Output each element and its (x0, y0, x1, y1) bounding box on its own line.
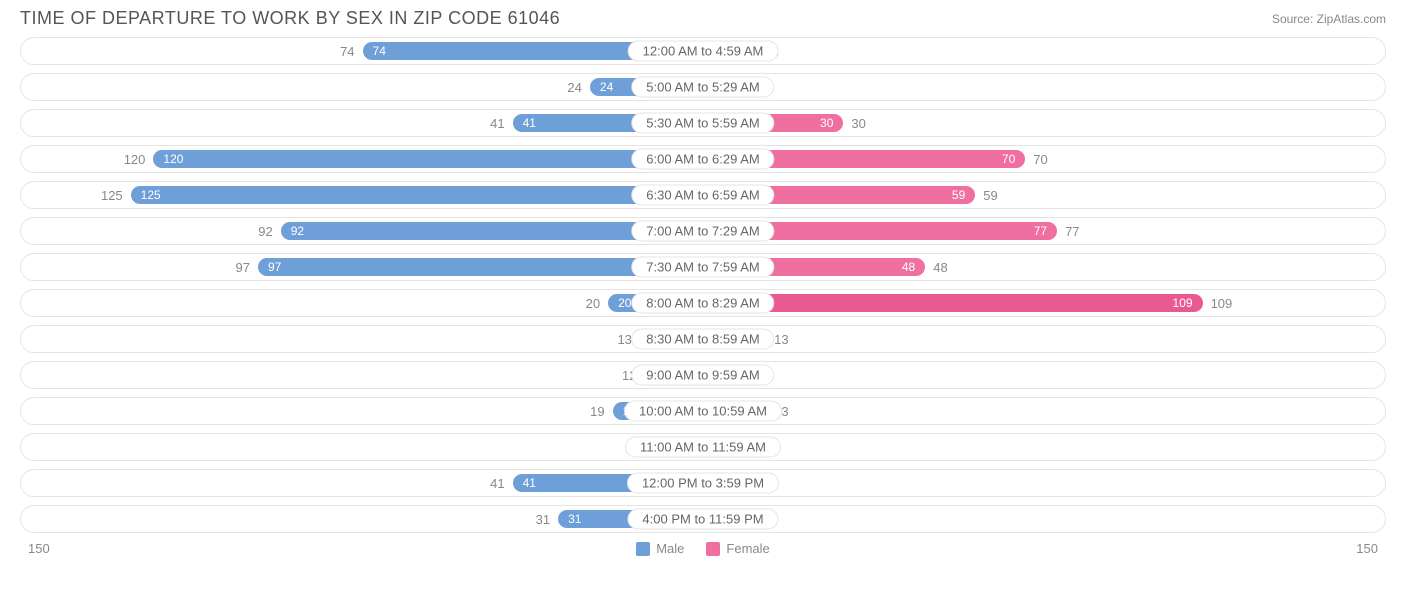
axis-max-left: 150 (28, 541, 50, 556)
chart-row: 2424005:00 AM to 5:29 AM (20, 73, 1386, 101)
time-range-label: 7:30 AM to 7:59 AM (631, 257, 774, 278)
chart-row: 41410012:00 PM to 3:59 PM (20, 469, 1386, 497)
male-bar: 125 (131, 186, 699, 204)
male-bar-value: 24 (600, 80, 613, 94)
time-range-label: 6:30 AM to 6:59 AM (631, 185, 774, 206)
time-range-label: 6:00 AM to 6:29 AM (631, 149, 774, 170)
legend: Male Female (50, 541, 1357, 556)
female-value-label: 59 (983, 188, 997, 203)
male-bar-value: 74 (373, 44, 386, 58)
chart-footer: 150 Male Female 150 (0, 541, 1406, 556)
male-value-label: 92 (258, 224, 272, 239)
axis-max-right: 150 (1356, 541, 1378, 556)
male-bar-value: 41 (523, 476, 536, 490)
female-value-label: 70 (1033, 152, 1047, 167)
male-value-label: 31 (536, 512, 550, 527)
male-value-label: 74 (340, 44, 354, 59)
legend-male-label: Male (656, 541, 684, 556)
time-range-label: 9:00 AM to 9:59 AM (631, 365, 774, 386)
chart-row: 41 41 30 30 5:30 AM to 5:59 AM (20, 109, 1386, 137)
chart-row: 92 92 77 77 7:00 AM to 7:29 AM (20, 217, 1386, 245)
time-range-label: 12:00 PM to 3:59 PM (627, 473, 779, 494)
source-attribution: Source: ZipAtlas.com (1272, 12, 1386, 26)
female-bar-value: 70 (1002, 152, 1015, 166)
female-value-label: 13 (774, 332, 788, 347)
chart-row: 3131774:00 PM to 11:59 PM (20, 505, 1386, 533)
time-range-label: 8:00 AM to 8:29 AM (631, 293, 774, 314)
male-bar: 120 (153, 150, 699, 168)
female-bar: 109 (707, 294, 1203, 312)
chart-row: 1919131310:00 AM to 10:59 AM (20, 397, 1386, 425)
female-value-label: 77 (1065, 224, 1079, 239)
male-bar-value: 97 (268, 260, 281, 274)
chart-row: 131313138:30 AM to 8:59 AM (20, 325, 1386, 353)
legend-male: Male (636, 541, 684, 556)
time-range-label: 5:00 AM to 5:29 AM (631, 77, 774, 98)
time-range-label: 12:00 AM to 4:59 AM (628, 41, 779, 62)
legend-female: Female (706, 541, 769, 556)
male-value-label: 41 (490, 116, 504, 131)
chart-title: TIME OF DEPARTURE TO WORK BY SEX IN ZIP … (20, 8, 560, 29)
chart-row: 7474111112:00 AM to 4:59 AM (20, 37, 1386, 65)
time-range-label: 5:30 AM to 5:59 AM (631, 113, 774, 134)
male-bar-value: 31 (568, 512, 581, 526)
chart-row: 97 97 48 48 7:30 AM to 7:59 AM (20, 253, 1386, 281)
chart-row: 20 20 109 109 8:00 AM to 8:29 AM (20, 289, 1386, 317)
female-bar-value: 109 (1173, 296, 1193, 310)
male-value-label: 120 (124, 152, 146, 167)
male-value-label: 97 (236, 260, 250, 275)
male-value-label: 24 (567, 80, 581, 95)
male-bar-value: 41 (523, 116, 536, 130)
female-bar-value: 77 (1034, 224, 1047, 238)
time-range-label: 11:00 AM to 11:59 AM (625, 437, 781, 458)
legend-female-label: Female (726, 541, 769, 556)
time-range-label: 4:00 PM to 11:59 PM (627, 509, 778, 530)
time-range-label: 7:00 AM to 7:29 AM (631, 221, 774, 242)
male-value-label: 41 (490, 476, 504, 491)
male-value-label: 125 (101, 188, 123, 203)
chart-area: 7474111112:00 AM to 4:59 AM2424005:00 AM… (0, 33, 1406, 533)
male-value-label: 19 (590, 404, 604, 419)
female-value-label: 109 (1211, 296, 1233, 311)
female-bar-value: 48 (902, 260, 915, 274)
chart-row: 120 120 70 70 6:00 AM to 6:29 AM (20, 145, 1386, 173)
male-value-label: 20 (586, 296, 600, 311)
female-value-label: 30 (851, 116, 865, 131)
time-range-label: 8:30 AM to 8:59 AM (631, 329, 774, 350)
female-value-label: 48 (933, 260, 947, 275)
legend-female-swatch (706, 542, 720, 556)
legend-male-swatch (636, 542, 650, 556)
chart-row: 000011:00 AM to 11:59 AM (20, 433, 1386, 461)
female-bar-value: 30 (820, 116, 833, 130)
chart-row: 1212889:00 AM to 9:59 AM (20, 361, 1386, 389)
male-bar-value: 125 (141, 188, 161, 202)
male-bar-value: 20 (618, 296, 631, 310)
chart-row: 125 125 59 59 6:30 AM to 6:59 AM (20, 181, 1386, 209)
male-bar-value: 120 (163, 152, 183, 166)
time-range-label: 10:00 AM to 10:59 AM (624, 401, 782, 422)
female-bar-value: 59 (952, 188, 965, 202)
male-bar-value: 92 (291, 224, 304, 238)
male-value-label: 13 (617, 332, 631, 347)
